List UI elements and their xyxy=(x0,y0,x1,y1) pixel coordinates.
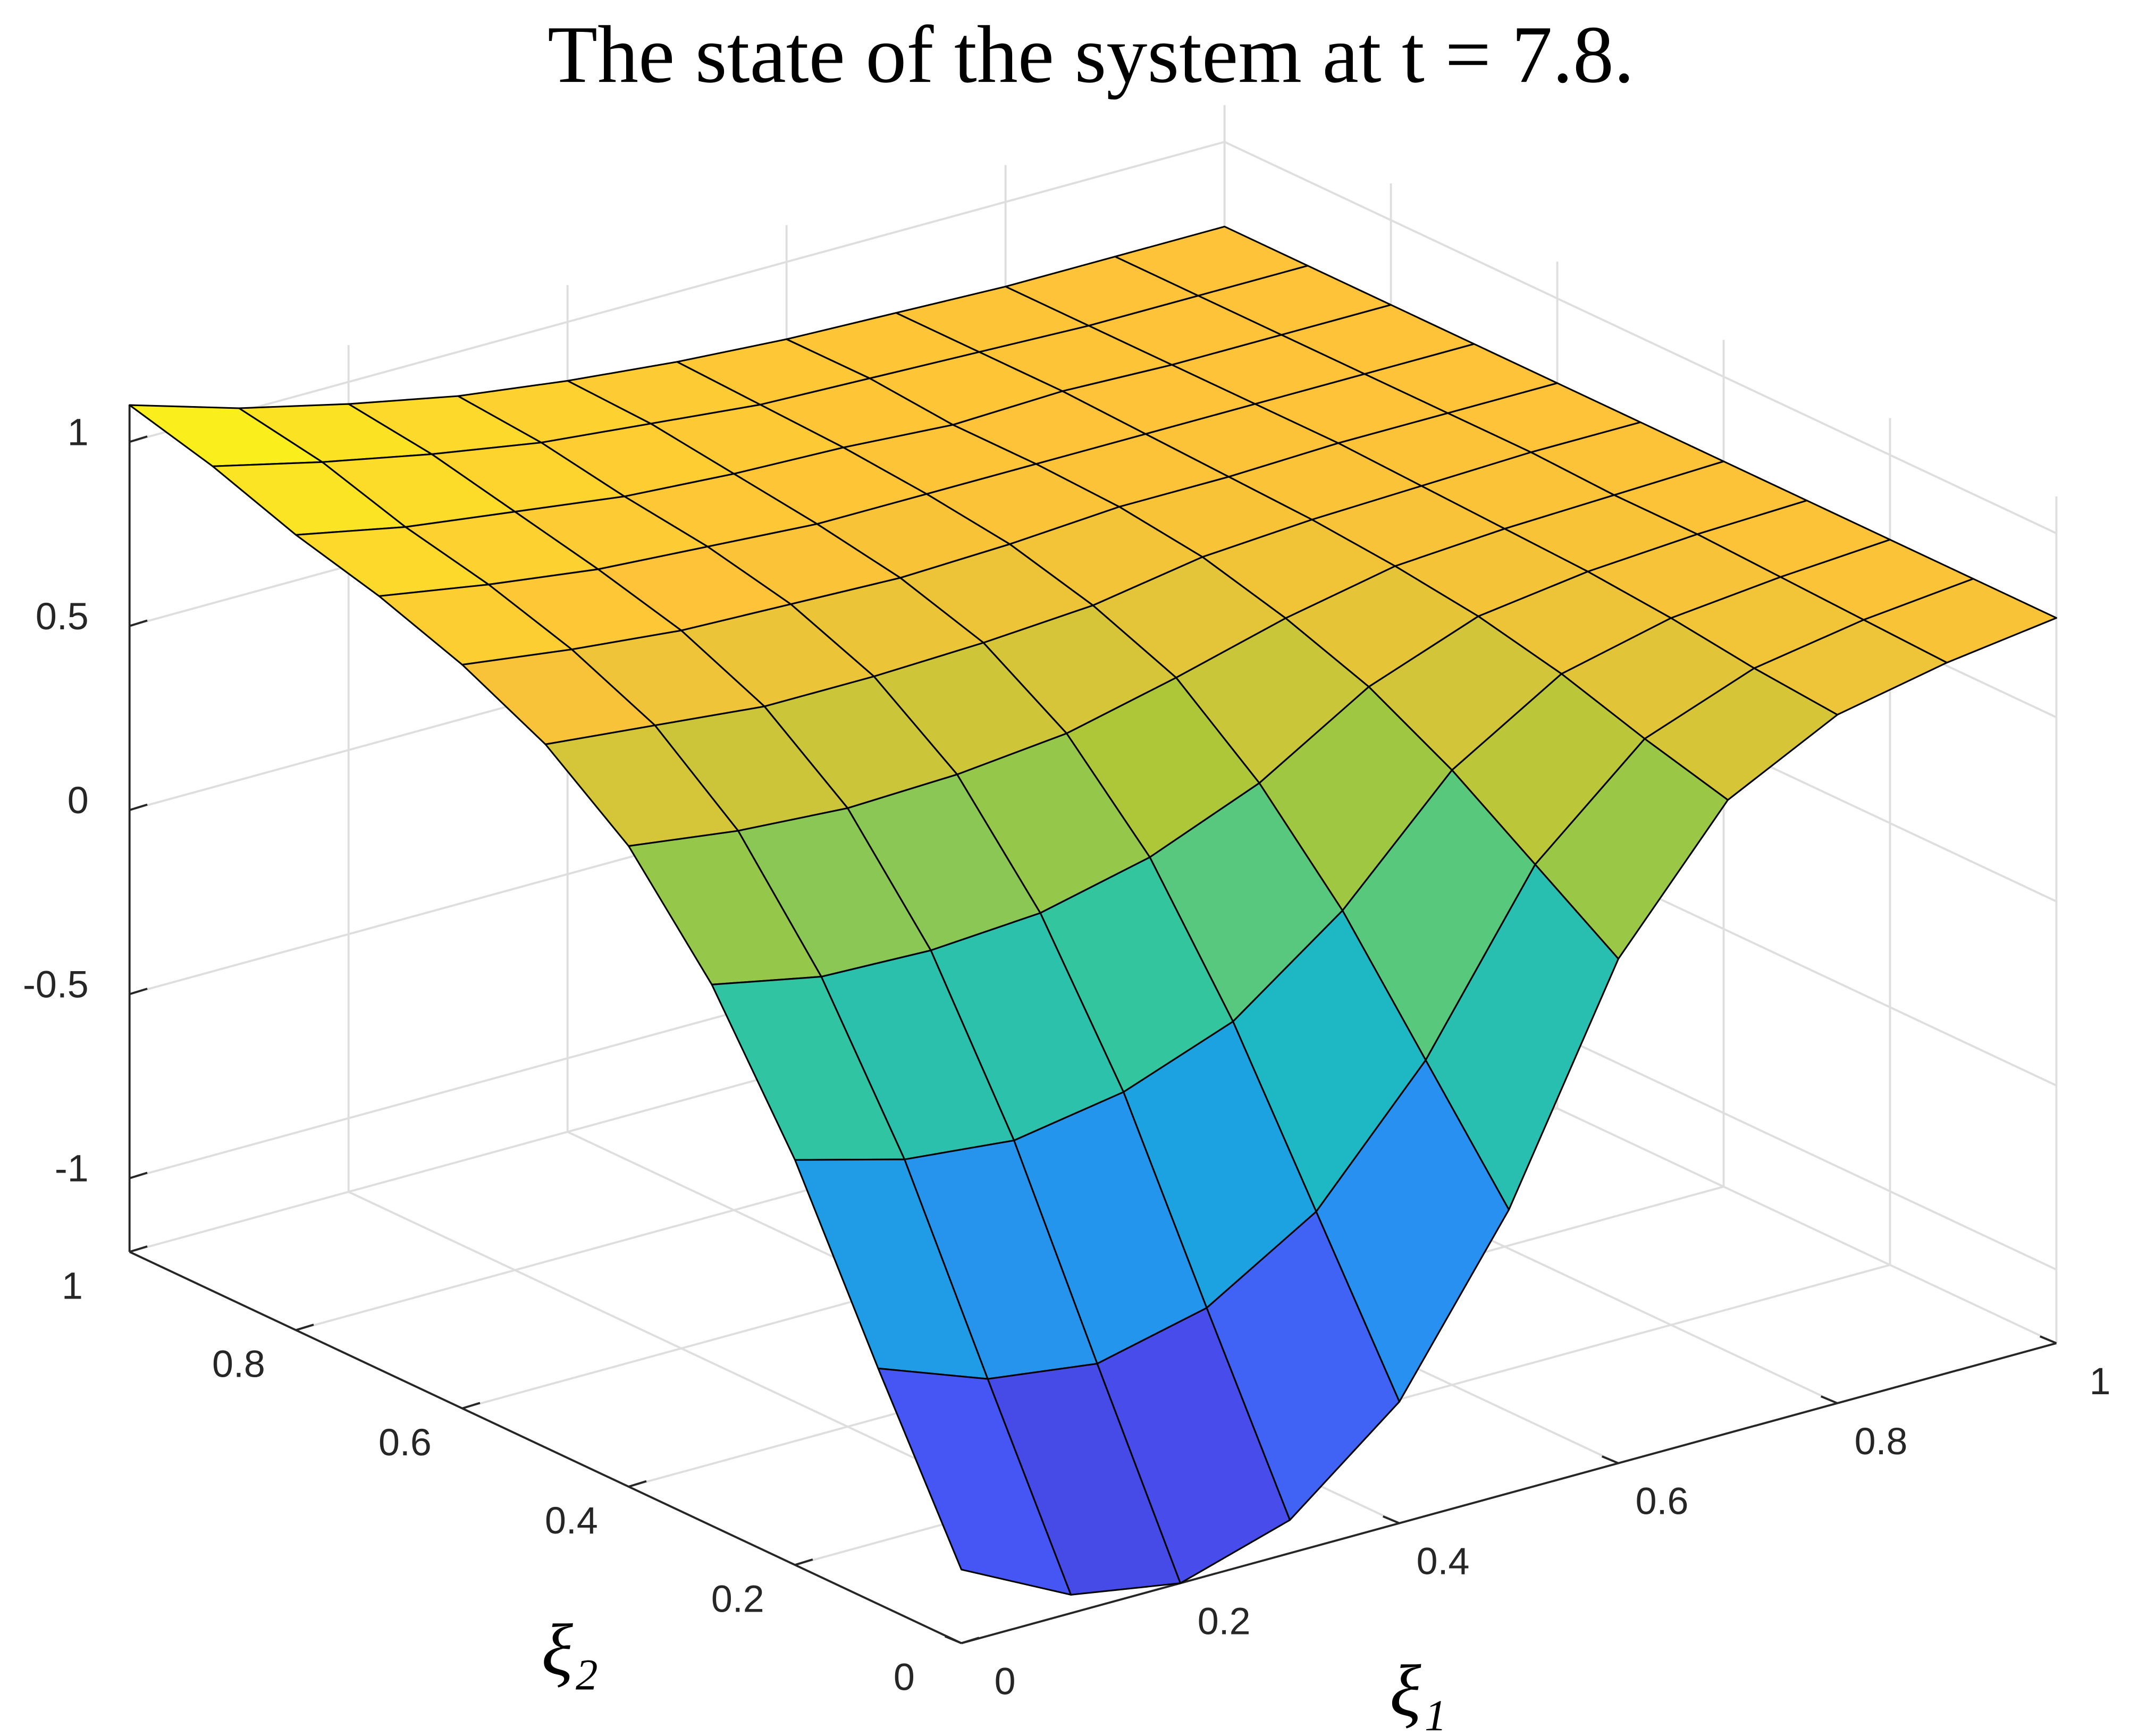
chart-title: The state of the system at t = 7.8. xyxy=(548,10,1634,100)
surface-patch xyxy=(877,1367,1072,1596)
x-tick xyxy=(1601,1455,1619,1464)
y-tick xyxy=(961,1637,980,1645)
y-tick-label: 0.8 xyxy=(212,1343,265,1386)
z-tick-label: 1 xyxy=(68,411,89,453)
y-tick xyxy=(296,1324,314,1332)
z-tick-label: 0 xyxy=(68,779,89,822)
x-axis xyxy=(961,1342,2057,1645)
z-tick xyxy=(129,435,148,443)
y-tick xyxy=(129,1245,148,1253)
x-tick-label: 0.8 xyxy=(1855,1420,1908,1463)
z-tick xyxy=(129,619,148,627)
y-axis xyxy=(129,1251,962,1645)
y-tick xyxy=(795,1558,813,1566)
x-tick-label: 0.2 xyxy=(1198,1600,1251,1642)
y-tick-label: 0.6 xyxy=(378,1421,432,1464)
grid-line xyxy=(1224,141,2057,534)
x-tick xyxy=(2039,1335,2057,1344)
x-axis-label: ξ₁ xyxy=(1390,1650,1446,1731)
y-tick-label: 0.4 xyxy=(545,1499,598,1542)
y-tick xyxy=(628,1480,647,1488)
z-tick-label: -1 xyxy=(55,1148,89,1190)
x-tick-label: 1 xyxy=(2090,1360,2111,1403)
x-tick-label: 0.6 xyxy=(1636,1480,1689,1523)
y-tick xyxy=(462,1402,481,1410)
grid-line xyxy=(129,141,1225,443)
z-tick xyxy=(129,988,148,996)
z-tick xyxy=(129,1172,148,1179)
z-tick-label: 0.5 xyxy=(36,595,89,638)
y-tick-label: 0 xyxy=(894,1656,915,1699)
z-tick xyxy=(129,803,148,811)
y-tick-label: 0.2 xyxy=(711,1578,764,1620)
x-tick-label: 0.4 xyxy=(1417,1540,1470,1583)
x-tick xyxy=(1382,1515,1400,1524)
x-tick-label: 0 xyxy=(995,1660,1016,1703)
x-tick xyxy=(1820,1395,1838,1404)
y-axis-label: ξ₂ xyxy=(542,1609,599,1690)
x-tick xyxy=(945,1635,962,1645)
y-tick-label: 1 xyxy=(62,1265,83,1307)
z-tick-label: -0.5 xyxy=(23,963,89,1006)
